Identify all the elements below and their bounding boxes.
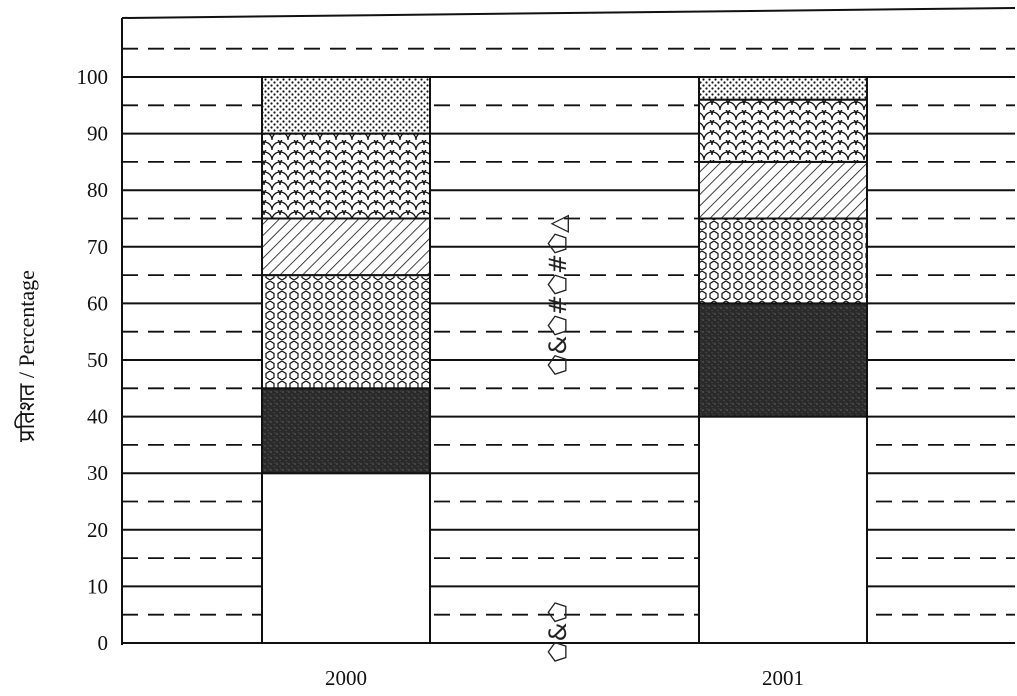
symbols-annotation-bottom: ⬠&⬠ bbox=[544, 602, 572, 663]
bar-segment-scales bbox=[261, 132, 431, 220]
bars bbox=[261, 76, 868, 645]
y-ticks: 0 10 20 30 40 50 60 70 80 90 100 bbox=[77, 65, 109, 655]
bar-segment-diagonal-hatch bbox=[261, 217, 431, 277]
bar-segment-hexagon-mesh bbox=[261, 274, 431, 390]
bar-segment-dark-speckle bbox=[261, 387, 431, 475]
y-tick-label: 0 bbox=[98, 631, 109, 655]
x-tick-label: 2001 bbox=[762, 666, 804, 690]
bar-segment-plain bbox=[698, 415, 868, 644]
y-tick-label: 100 bbox=[77, 65, 109, 89]
y-tick-label: 50 bbox=[87, 348, 108, 372]
x-tick-label: 2000 bbox=[325, 666, 367, 690]
y-tick-label: 40 bbox=[87, 405, 108, 429]
y-tick-label: 90 bbox=[87, 122, 108, 146]
bar-segment-dots bbox=[698, 76, 868, 101]
y-tick-label: 70 bbox=[87, 235, 108, 259]
y-tick-label: 10 bbox=[87, 574, 108, 598]
x-ticks: 2000 2001 bbox=[325, 666, 804, 690]
plot-top-border bbox=[121, 7, 1016, 19]
bar-segment-hexagon-mesh bbox=[698, 217, 868, 305]
y-axis-title: प्रतिशत / Percentage bbox=[14, 270, 39, 442]
bar-segment-diagonal-hatch bbox=[698, 160, 868, 220]
bar-segment-plain bbox=[261, 472, 431, 645]
bar-segment-dark-speckle bbox=[698, 302, 868, 418]
y-tick-label: 80 bbox=[87, 178, 108, 202]
y-tick-label: 20 bbox=[87, 518, 108, 542]
symbols-annotation-top: ⬠&⬠#⬠#⬠△ bbox=[544, 214, 572, 375]
bar-segment-dots bbox=[261, 76, 431, 135]
bar-segment-scales bbox=[698, 98, 868, 163]
y-tick-label: 60 bbox=[87, 291, 108, 315]
y-tick-label: 30 bbox=[87, 461, 108, 485]
